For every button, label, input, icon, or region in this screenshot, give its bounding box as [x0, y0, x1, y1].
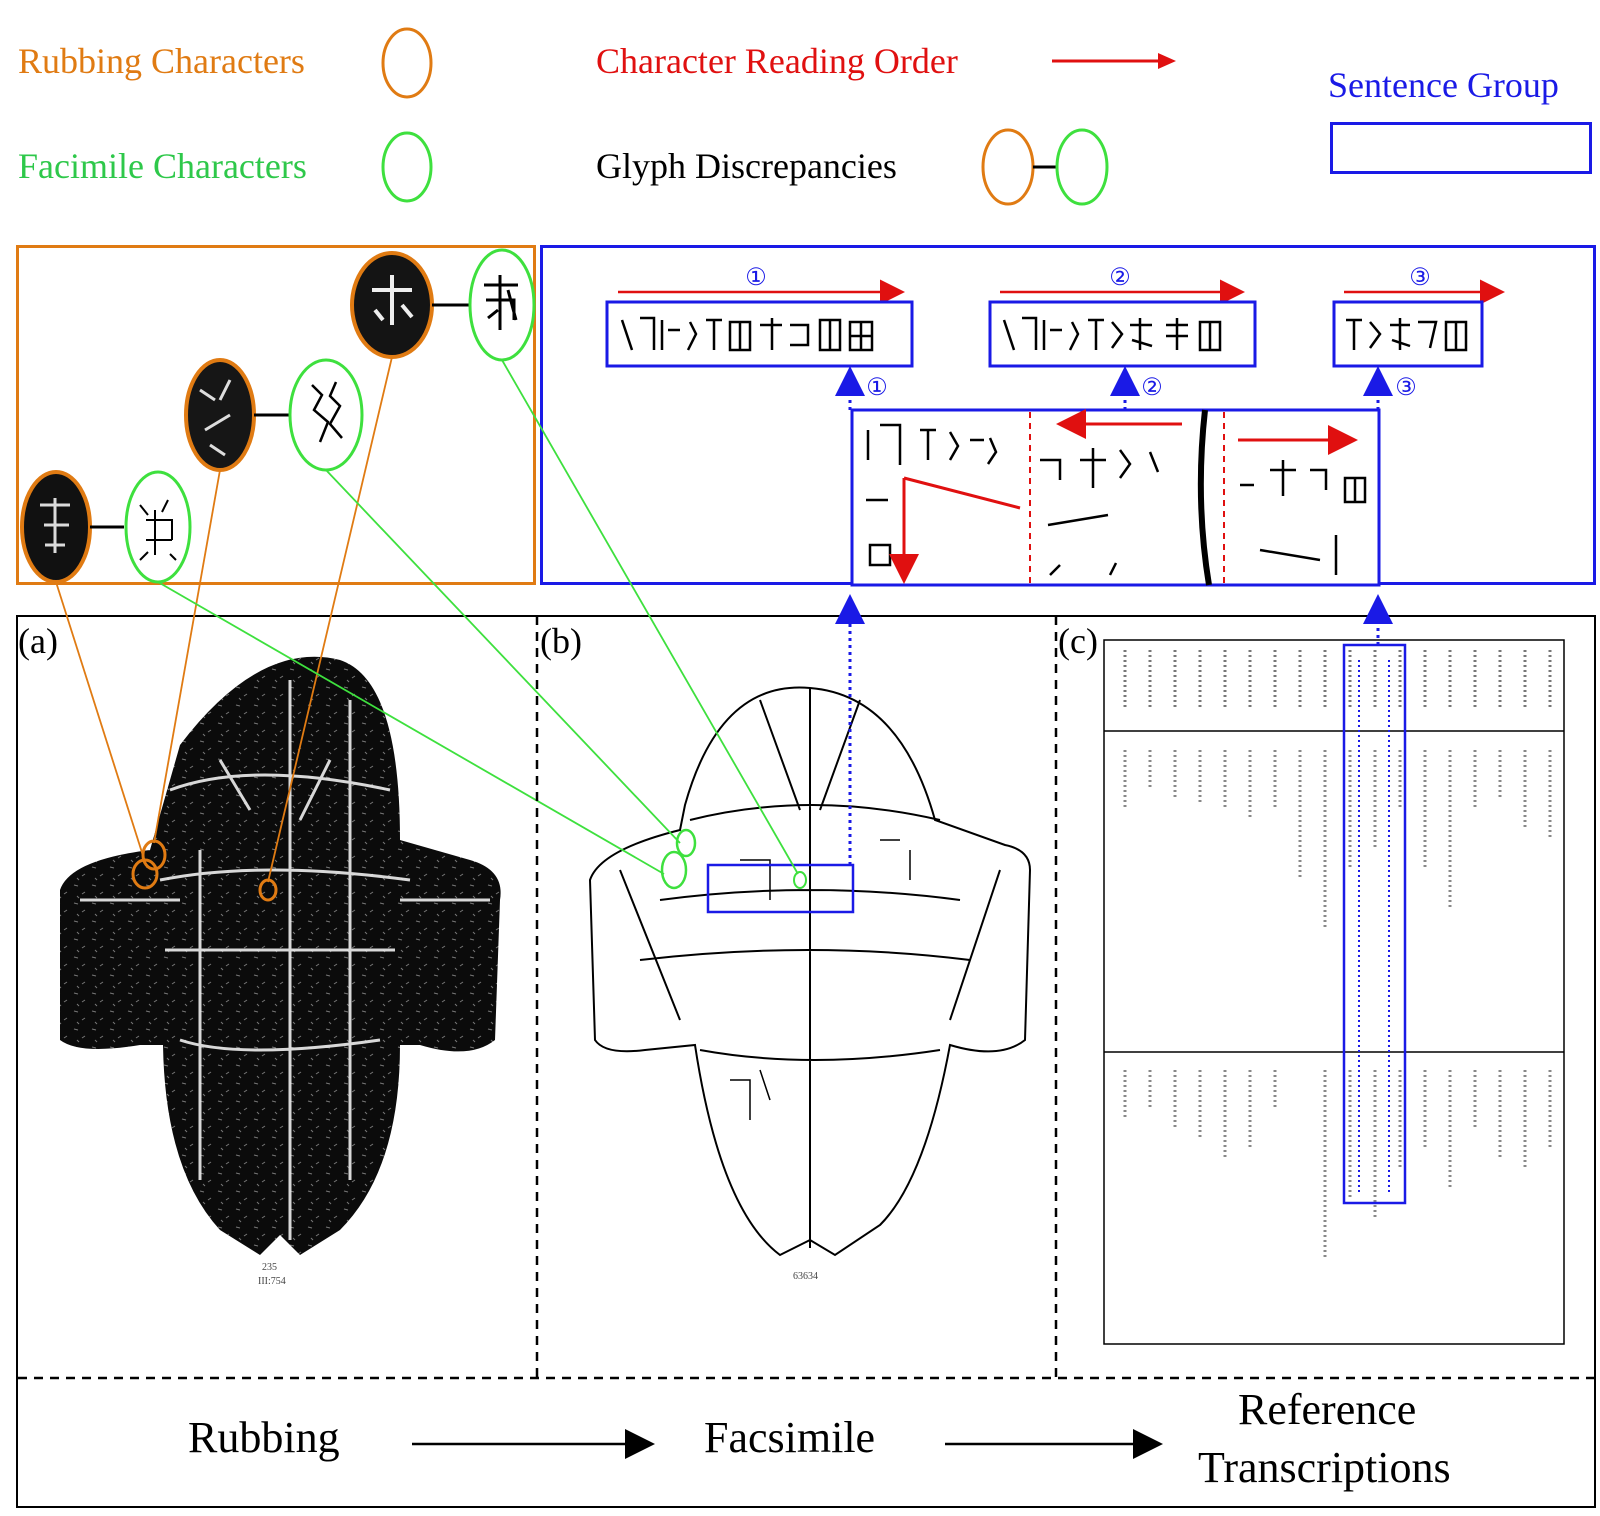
flow-step-rubbing: Rubbing — [188, 1413, 340, 1462]
connector-number-1: ① — [866, 375, 888, 401]
legend-reading-order-arrow — [1052, 53, 1176, 69]
group-number-3: ③ — [1409, 265, 1431, 291]
connector-number-2: ② — [1141, 375, 1163, 401]
panel-label-b: (b) — [540, 621, 582, 661]
caption-facsimile-number: 63634 — [793, 1271, 818, 1282]
caption-rubbing-number: 235 — [262, 1262, 277, 1273]
sentence-group-2: ② — [988, 265, 1257, 368]
legend-sentence-box — [1330, 122, 1592, 174]
facsimile-image — [588, 686, 1032, 1257]
panel-label-a: (a) — [18, 621, 58, 661]
main-figure-frame — [16, 615, 1596, 1508]
legend-sentence-label: Sentence Group — [1328, 65, 1559, 105]
legend-rubbing-label: Rubbing Characters — [18, 41, 305, 81]
sentence-group-1: ① — [605, 265, 914, 368]
legend-glyph-label: Glyph Discrepancies — [596, 146, 897, 186]
panel-label-c: (c) — [1058, 621, 1098, 661]
correspondence-lines — [55, 356, 799, 883]
glyph-pair-3 — [350, 248, 536, 362]
legend-facsimile-ellipse — [381, 131, 433, 203]
flow-step-facsimile: Facsimile — [704, 1413, 876, 1462]
zoomed-facsimile — [850, 408, 1381, 587]
rubbing-image — [60, 656, 501, 1255]
group-number-2: ② — [1109, 265, 1131, 291]
legend-reading-order-label: Character Reading Order — [596, 41, 958, 81]
sentence-group-3: ③ — [1332, 265, 1505, 368]
group-number-1: ① — [745, 265, 767, 291]
glyph-pair-2 — [184, 358, 364, 472]
group-connectors: ① ② ③ — [835, 366, 1417, 410]
caption-rubbing-sub: III:754 — [258, 1276, 286, 1287]
legend-rubbing-ellipse — [381, 27, 433, 99]
legend-facsimile-label: Facimile Characters — [18, 146, 307, 186]
flow-step-reference-2: Transcriptions — [1198, 1443, 1451, 1492]
glyph-pair-1 — [20, 470, 192, 584]
transcription-image — [1103, 639, 1565, 1345]
legend-glyph-pair — [981, 128, 1109, 206]
flow-step-reference-1: Reference — [1238, 1385, 1417, 1434]
connector-number-3: ③ — [1395, 375, 1417, 401]
